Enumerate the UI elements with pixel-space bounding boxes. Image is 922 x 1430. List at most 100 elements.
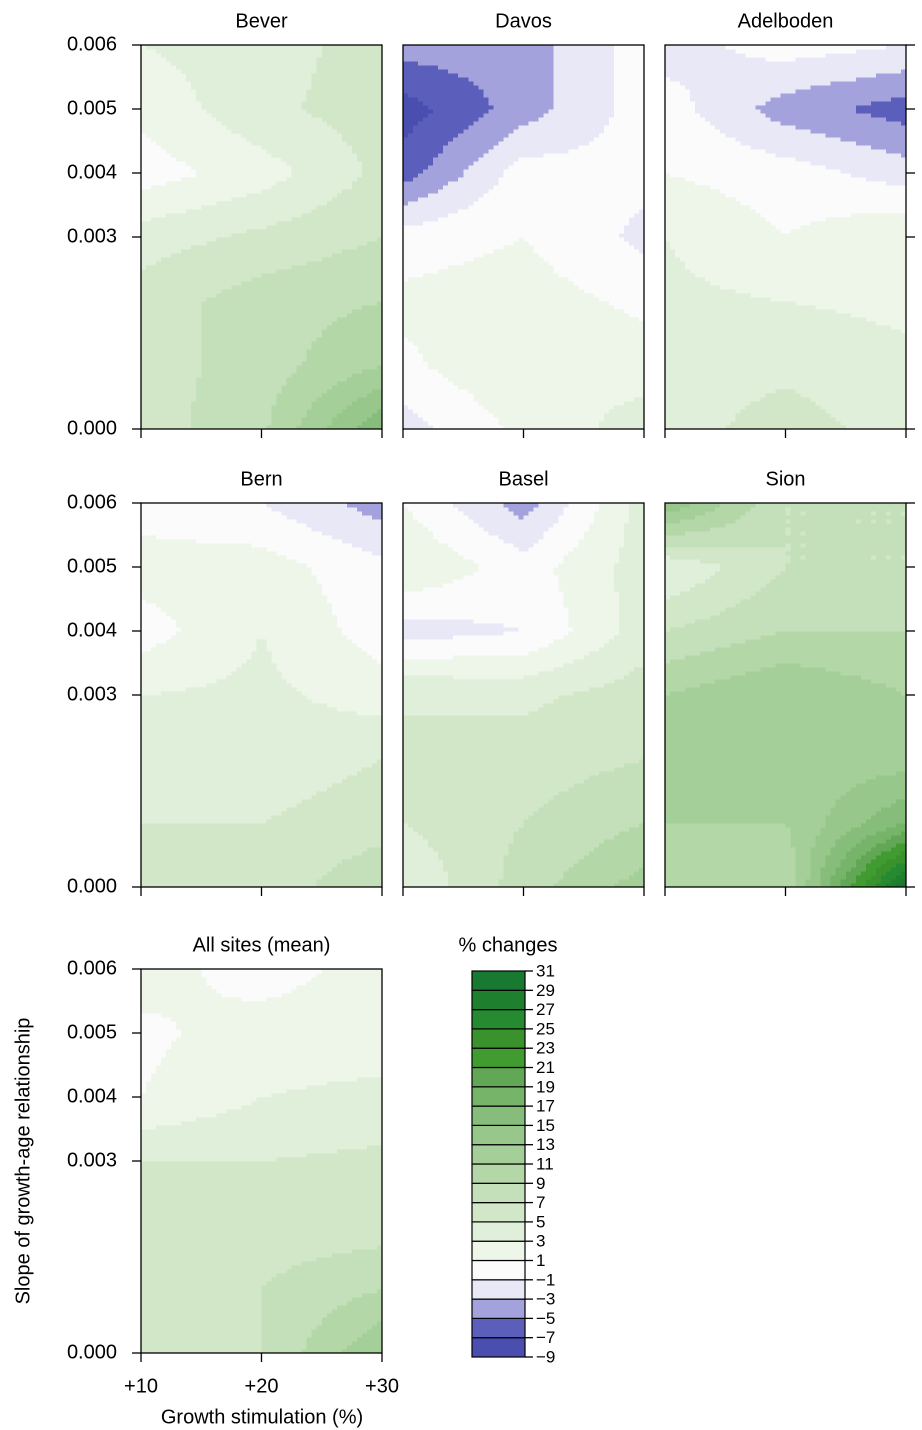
contour-cell bbox=[141, 144, 162, 150]
contour-cell bbox=[141, 44, 147, 50]
contour-cell bbox=[403, 542, 449, 548]
contour-cell bbox=[665, 228, 781, 234]
contour-cell bbox=[403, 424, 434, 430]
contour-cell bbox=[403, 778, 524, 784]
contour-cell bbox=[141, 80, 192, 86]
legend-label: 19 bbox=[536, 1077, 555, 1096]
contour-cell bbox=[488, 148, 524, 154]
contour-cell bbox=[141, 224, 262, 230]
contour-cell bbox=[418, 60, 524, 66]
contour-cell bbox=[523, 806, 539, 812]
contour-cell bbox=[785, 304, 817, 310]
contour-cell bbox=[775, 152, 786, 158]
contour-cell bbox=[785, 734, 907, 740]
contour-cell bbox=[523, 846, 595, 852]
contour-cell bbox=[665, 248, 676, 254]
contour-cell bbox=[665, 220, 771, 226]
y-tick-label: 0.006 bbox=[67, 491, 117, 513]
legend-swatch bbox=[471, 1259, 526, 1281]
contour-cell bbox=[603, 682, 645, 688]
contour-cell bbox=[276, 392, 323, 398]
contour-cell bbox=[720, 566, 786, 572]
contour-cell bbox=[351, 1340, 383, 1346]
contour-cell bbox=[790, 554, 801, 560]
contour-cell bbox=[745, 638, 786, 644]
contour-cell bbox=[885, 510, 892, 516]
contour-cell bbox=[141, 594, 262, 600]
contour-cell bbox=[523, 590, 565, 596]
contour-cell bbox=[675, 248, 786, 254]
contour-cell bbox=[665, 870, 786, 876]
contour-cell bbox=[311, 84, 383, 90]
contour-cell bbox=[665, 280, 711, 286]
contour-cell bbox=[403, 52, 524, 58]
contour-cell bbox=[523, 236, 625, 242]
contour-cell bbox=[518, 546, 524, 552]
contour-cell bbox=[141, 1196, 262, 1202]
contour-cell bbox=[403, 662, 524, 668]
contour-cell bbox=[785, 296, 907, 302]
contour-cell bbox=[810, 854, 827, 860]
contour-cell bbox=[835, 802, 892, 808]
contour-cell bbox=[860, 674, 907, 680]
contour-cell bbox=[261, 1312, 328, 1318]
contour-cell bbox=[141, 798, 262, 804]
contour-cell bbox=[301, 360, 383, 366]
contour-cell bbox=[665, 192, 726, 198]
contour-cell bbox=[523, 404, 615, 410]
contour-cell bbox=[156, 1064, 262, 1070]
contour-cell bbox=[665, 328, 786, 334]
contour-cell bbox=[291, 164, 363, 170]
contour-cell bbox=[261, 420, 272, 426]
contour-cell bbox=[141, 730, 262, 736]
contour-cell bbox=[665, 814, 786, 820]
contour-cell bbox=[141, 1032, 182, 1038]
contour-cell bbox=[301, 100, 383, 106]
contour-cell bbox=[523, 348, 645, 354]
contour-cell bbox=[523, 96, 555, 102]
contour-cell bbox=[341, 778, 383, 784]
contour-cell bbox=[523, 758, 640, 764]
contour-cell bbox=[665, 152, 776, 158]
contour-cell bbox=[321, 582, 383, 588]
contour-cell bbox=[231, 128, 262, 134]
contour-cell bbox=[146, 1088, 262, 1094]
contour-cell bbox=[855, 878, 867, 884]
contour-cell bbox=[141, 582, 262, 588]
contour-cell bbox=[593, 514, 630, 520]
contour-cell bbox=[216, 1112, 262, 1118]
contour-cell bbox=[261, 136, 343, 142]
contour-cell bbox=[538, 646, 600, 652]
x-tick-label: +30 bbox=[365, 1375, 399, 1397]
contour-cell bbox=[141, 690, 162, 696]
contour-cell bbox=[261, 308, 353, 314]
contour-cell bbox=[665, 558, 701, 564]
contour-cell bbox=[785, 738, 907, 744]
contour-cell bbox=[695, 180, 786, 186]
contour-cell bbox=[785, 702, 907, 708]
contour-cell bbox=[523, 634, 565, 640]
contour-cell bbox=[785, 690, 902, 696]
contour-cell bbox=[785, 332, 907, 338]
contour-cell bbox=[885, 838, 907, 844]
contour-cell bbox=[785, 292, 907, 298]
contour-cell bbox=[141, 396, 197, 402]
contour-cell bbox=[700, 112, 766, 118]
contour-cell bbox=[261, 1012, 383, 1018]
contour-cell bbox=[346, 376, 383, 382]
contour-cell bbox=[146, 598, 262, 604]
legend-label: 31 bbox=[536, 961, 555, 980]
contour-cell bbox=[261, 364, 298, 370]
contour-cell bbox=[403, 264, 449, 270]
contour-cell bbox=[855, 76, 907, 82]
contour-cell bbox=[870, 510, 877, 516]
contour-cell bbox=[261, 76, 313, 82]
contour-cell bbox=[321, 968, 383, 974]
contour-cell bbox=[261, 360, 303, 366]
contour-cell bbox=[403, 682, 524, 688]
contour-cell bbox=[785, 606, 907, 612]
contour-cell bbox=[805, 530, 907, 536]
contour-cell bbox=[523, 52, 555, 58]
contour-cell bbox=[141, 658, 247, 664]
contour-cell bbox=[820, 878, 832, 884]
